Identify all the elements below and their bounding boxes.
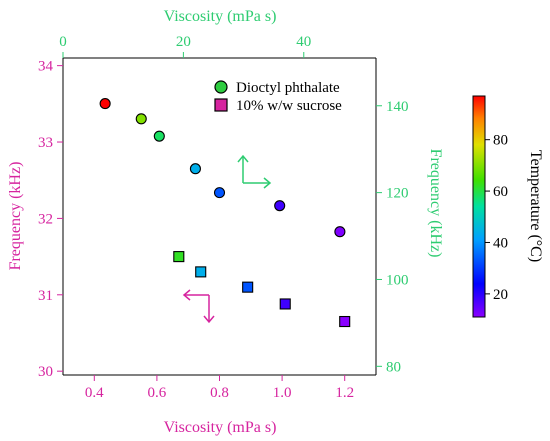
y-right-tick-label: 100	[386, 272, 409, 288]
data-point-square	[279, 298, 291, 310]
colorbar-tick-label: 80	[493, 133, 508, 149]
data-point-square	[242, 281, 254, 293]
data-point-circle	[135, 113, 147, 125]
magenta-axes-arrow	[182, 289, 215, 324]
y-axis-title-left: Frequency (kHz)	[7, 162, 24, 271]
colorbar-ticks: 20 40 60 80	[485, 133, 508, 303]
x-bottom-tick-label: 0.6	[148, 385, 167, 401]
y-left-tick-label: 33	[38, 135, 53, 151]
data-markers	[99, 98, 351, 328]
legend-label: Dioctyl phthalate	[236, 80, 340, 96]
data-point-circle	[213, 187, 226, 199]
colorbar-tick-label: 40	[493, 235, 508, 251]
colorbar-gradient	[472, 95, 486, 318]
data-point-circle	[153, 130, 165, 142]
y-axis-title-right: Frequency (kHz)	[427, 149, 444, 258]
colorbar-tick-label: 20	[493, 287, 508, 303]
data-point-circle	[99, 98, 111, 110]
x-top-tick-label: 20	[176, 34, 191, 50]
x-bottom-tick-label: 0.8	[210, 385, 229, 401]
legend-label: 10% w/w sucrose	[236, 98, 342, 114]
legend-circle-marker	[214, 80, 228, 94]
green-axes-arrow	[237, 154, 272, 189]
plot-area	[62, 57, 377, 376]
legend: Dioctyl phthalate 10% w/w sucrose	[214, 80, 342, 114]
x-bottom-tick-label: 1.0	[273, 385, 292, 401]
data-point-square	[195, 266, 207, 278]
axis-ticks: 0.4 0.6 0.8 1.0 1.2 0 20 40 30 31 32 33 34 80 100 120 14…	[38, 34, 409, 401]
x-axis-title-bottom: Viscosity (mPa s)	[164, 419, 277, 436]
data-point-square	[339, 315, 351, 328]
y-left-tick-label: 34	[38, 59, 54, 75]
data-point-circle	[274, 200, 286, 212]
y-left-tick-label: 31	[38, 288, 53, 304]
x-bottom-tick-label: 0.4	[85, 385, 104, 401]
legend-square-marker	[214, 98, 228, 112]
y-left-tick-label: 30	[38, 364, 53, 380]
colorbar-title: Temperature (°C)	[527, 150, 544, 262]
data-point-circle	[189, 163, 201, 175]
y-left-tick-label: 32	[38, 211, 53, 227]
data-point-circle	[334, 226, 346, 238]
colorbar: 20 40 60 80 Temperature (°C)	[472, 95, 544, 318]
y-right-tick-label: 140	[386, 99, 409, 115]
x-bottom-tick-label: 1.2	[335, 385, 354, 401]
y-right-tick-label: 120	[386, 186, 409, 202]
y-right-tick-label: 80	[386, 359, 401, 375]
data-point-square	[173, 251, 185, 263]
x-axis-title-top: Viscosity (mPa s)	[164, 8, 277, 25]
colorbar-tick-label: 60	[493, 184, 508, 200]
x-top-tick-label: 40	[296, 34, 311, 50]
x-top-tick-label: 0	[59, 34, 67, 50]
